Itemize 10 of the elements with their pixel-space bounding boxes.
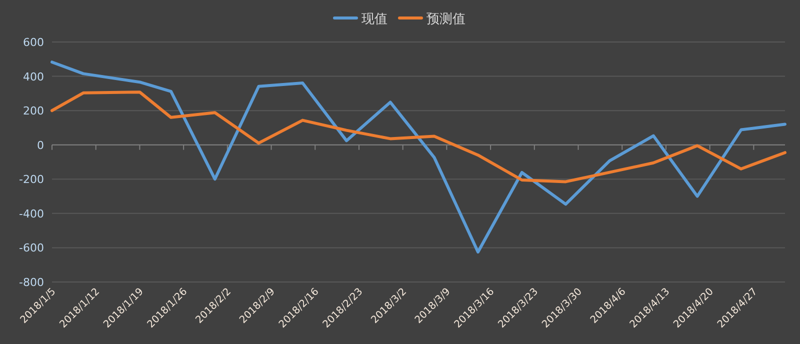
- y-tick-label: 0: [37, 138, 44, 152]
- y-tick-label: 200: [23, 104, 44, 118]
- legend-label: 现值: [362, 12, 388, 27]
- y-tick-label: -800: [19, 276, 44, 289]
- legend-label: 预测值: [426, 12, 466, 27]
- y-tick-label: -400: [19, 207, 44, 220]
- y-tick-label: 400: [23, 70, 44, 84]
- y-tick-label: -600: [19, 242, 44, 255]
- y-tick-label: -200: [19, 173, 44, 186]
- y-tick-label: 600: [23, 36, 44, 49]
